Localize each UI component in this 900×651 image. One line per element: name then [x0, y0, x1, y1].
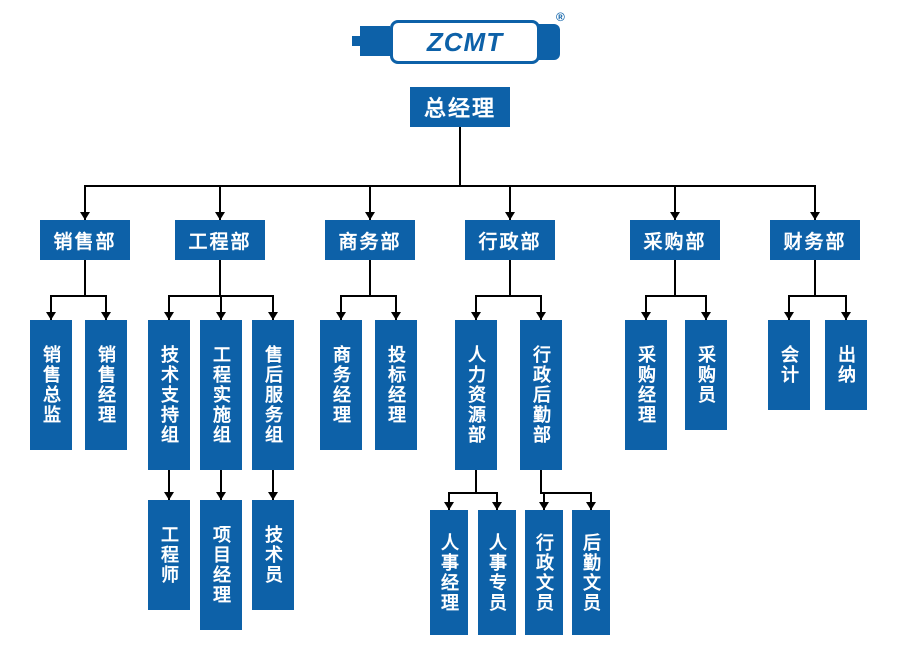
trademark-symbol: ®	[556, 10, 565, 24]
connector-h	[84, 185, 816, 187]
node-l12: 销售经理	[85, 320, 127, 450]
node-l51: 采购经理	[625, 320, 667, 450]
node-l22: 工程实施组	[200, 320, 242, 470]
connector-h	[788, 295, 847, 297]
connector-h	[540, 492, 592, 494]
node-l11: 销售总监	[30, 320, 72, 450]
arrowhead-icon	[46, 312, 56, 320]
node-l61: 会计	[768, 320, 810, 410]
arrowhead-icon	[641, 312, 651, 320]
arrowhead-icon	[101, 312, 111, 320]
node-d5: 采购部	[630, 220, 720, 260]
arrowhead-icon	[471, 312, 481, 320]
node-l23: 售后服务组	[252, 320, 294, 470]
arrowhead-icon	[539, 502, 549, 510]
arrowhead-icon	[670, 212, 680, 220]
arrowhead-icon	[810, 212, 820, 220]
arrowhead-icon	[701, 312, 711, 320]
node-d6: 财务部	[770, 220, 860, 260]
connector-v	[509, 260, 511, 295]
arrowhead-icon	[586, 502, 596, 510]
connector-v	[84, 260, 86, 295]
node-l41a: 人事经理	[430, 510, 468, 635]
node-l32: 投标经理	[375, 320, 417, 450]
arrowhead-icon	[784, 312, 794, 320]
node-l23b: 技术员	[252, 500, 294, 610]
logo-text: ZCMT	[390, 20, 540, 64]
arrowhead-icon	[444, 502, 454, 510]
arrowhead-icon	[391, 312, 401, 320]
arrowhead-icon	[215, 212, 225, 220]
arrowhead-icon	[164, 312, 174, 320]
node-l31: 商务经理	[320, 320, 362, 450]
arrowhead-icon	[336, 312, 346, 320]
node-d1: 销售部	[40, 220, 130, 260]
node-l42a: 行政文员	[525, 510, 563, 635]
arrowhead-icon	[505, 212, 515, 220]
node-l42: 行政后勤部	[520, 320, 562, 470]
arrowhead-icon	[216, 312, 226, 320]
connector-h	[448, 492, 498, 494]
arrowhead-icon	[268, 492, 278, 500]
arrowhead-icon	[268, 312, 278, 320]
connector-v	[219, 260, 221, 295]
node-l41b: 人事专员	[478, 510, 516, 635]
connector-h	[645, 295, 707, 297]
node-d3: 商务部	[325, 220, 415, 260]
connector-h	[340, 295, 397, 297]
node-l62: 出纳	[825, 320, 867, 410]
node-l42b: 后勤文员	[572, 510, 610, 635]
arrowhead-icon	[365, 212, 375, 220]
arrowhead-icon	[841, 312, 851, 320]
node-d2: 工程部	[175, 220, 265, 260]
connector-v	[814, 260, 816, 295]
connector-v	[540, 470, 542, 492]
node-l21: 技术支持组	[148, 320, 190, 470]
arrowhead-icon	[80, 212, 90, 220]
arrowhead-icon	[164, 492, 174, 500]
connector-v	[475, 470, 477, 492]
node-l41: 人力资源部	[455, 320, 497, 470]
node-l52: 采购员	[685, 320, 727, 430]
connector-h	[50, 295, 107, 297]
arrowhead-icon	[216, 492, 226, 500]
connector-v	[369, 260, 371, 295]
connector-h	[475, 295, 542, 297]
connector-v	[459, 127, 461, 185]
node-l21b: 工程师	[148, 500, 190, 610]
node-l22b: 项目经理	[200, 500, 242, 630]
company-logo: ZCMT ®	[360, 12, 560, 70]
node-root: 总经理	[410, 87, 510, 127]
node-d4: 行政部	[465, 220, 555, 260]
arrowhead-icon	[536, 312, 546, 320]
arrowhead-icon	[492, 502, 502, 510]
connector-v	[674, 260, 676, 295]
org-chart: ZCMT ® 总经理销售部 工程部 商务部 行政部 采购部 财务部销售总监销售经理技术支持…	[0, 0, 900, 651]
